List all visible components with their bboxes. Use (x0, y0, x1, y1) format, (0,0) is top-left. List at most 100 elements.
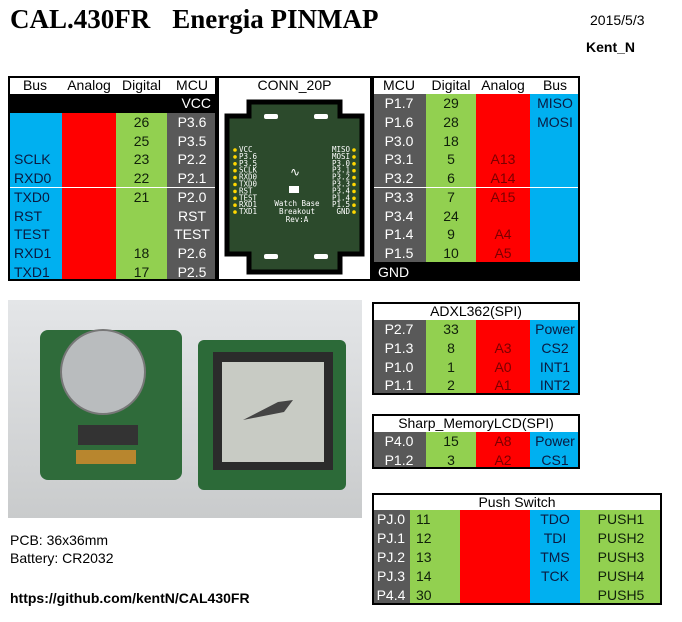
table-cell: 29 (426, 94, 476, 113)
pin-pad (233, 182, 237, 187)
table-cell: 7 (426, 187, 476, 207)
table-cell: INT1 (530, 357, 580, 377)
table-cell (62, 224, 116, 244)
pin-pad (233, 175, 237, 180)
table-cell: RXD0 (8, 168, 62, 188)
table-title: ADXL362(SPI) (372, 302, 580, 320)
table-cell (62, 243, 116, 263)
table-cell: P1.4 (372, 224, 426, 244)
pin-label: MOSI (332, 152, 350, 161)
table-cell: CS2 (530, 338, 580, 358)
table-cell (62, 206, 116, 225)
table-cell (530, 206, 580, 225)
table-cell: MOSI (530, 112, 580, 132)
table-cell: PUSH3 (580, 547, 662, 567)
table-cell (460, 510, 530, 529)
table-cell (476, 206, 530, 225)
table-cell: TMS (530, 547, 580, 567)
pin-label: P3.5 (239, 159, 257, 168)
table-cell: 9 (426, 224, 476, 244)
table-cell (460, 566, 530, 586)
pin-pad (352, 155, 356, 159)
pin-label: P3.2 (332, 173, 350, 182)
table-cell: P4.4 (372, 585, 410, 605)
table-cell: P3.3 (372, 187, 426, 207)
table-cell: 6 (426, 168, 476, 188)
table-cell: 14 (410, 566, 460, 586)
table-cell (460, 528, 530, 548)
table-cell: 28 (426, 112, 476, 132)
table-cell (530, 187, 580, 207)
pin-label: VCC (239, 145, 253, 154)
table-cell: PUSH1 (580, 510, 662, 529)
table-cell: A13 (476, 150, 530, 169)
table-cell: P2.7 (372, 320, 426, 339)
table-cell: 11 (410, 510, 460, 529)
table-border (372, 76, 580, 281)
connector-title: CONN_20P (217, 76, 372, 94)
pin-pad (233, 162, 237, 166)
table-cell (530, 131, 580, 151)
table-cell (116, 206, 167, 225)
table-cell: 17 (116, 262, 167, 281)
board-text: Watch Base (274, 199, 320, 208)
table-cell: PJ.2 (372, 547, 410, 567)
pin-pad (233, 155, 237, 159)
pin-label: MISO (332, 145, 351, 154)
table-cell: A2 (476, 450, 530, 470)
table-cell: PJ.1 (372, 528, 410, 548)
table-cell: PUSH5 (580, 585, 662, 605)
title: CAL.430FR Energia PINMAP (10, 4, 378, 35)
table-cell: A8 (476, 432, 530, 451)
table-cell: 12 (410, 528, 460, 548)
table-cell (8, 131, 62, 151)
column-header: Digital (116, 76, 167, 94)
table-cell: P1.5 (372, 243, 426, 263)
pin-pad (352, 210, 356, 214)
column-header: Bus (8, 76, 62, 94)
table-cell: 18 (116, 243, 167, 263)
table-cell: 15 (426, 432, 476, 451)
table-cell: 3 (426, 450, 476, 470)
power-row: VCC (8, 94, 217, 113)
table-cell (476, 131, 530, 151)
table-border (217, 76, 372, 281)
column-header: Analog (62, 76, 116, 94)
pin-label: P3.1 (332, 166, 350, 175)
table-cell (530, 224, 580, 244)
table-cell (8, 112, 62, 132)
table-cell (530, 243, 580, 263)
date: 2015/5/3 (590, 12, 645, 28)
table-cell: PJ.3 (372, 566, 410, 586)
table-cell: P2.1 (167, 168, 217, 188)
table-cell: P2.0 (167, 187, 217, 207)
table-cell: RXD1 (8, 243, 62, 263)
table-cell: 23 (116, 150, 167, 169)
pin-pad (352, 182, 356, 187)
board-chip (289, 186, 299, 193)
pin-pad (233, 189, 237, 194)
table-cell (530, 585, 580, 605)
table-border (372, 493, 662, 605)
pin-label: P3.4 (332, 186, 351, 195)
table-cell: P4.0 (372, 432, 426, 451)
pin-label: P1.5 (332, 200, 350, 209)
table-cell: P3.1 (372, 150, 426, 169)
table-cell: 13 (410, 547, 460, 567)
table-cell (530, 168, 580, 188)
table-cell: 18 (426, 131, 476, 151)
table-cell: P3.4 (372, 206, 426, 225)
table-cell: A3 (476, 338, 530, 358)
pin-label: RST (239, 186, 253, 195)
table-cell: RST (8, 206, 62, 225)
table-cell: A4 (476, 224, 530, 244)
url: https://github.com/kentN/CAL430FR (10, 590, 250, 606)
pin-pad (233, 168, 237, 173)
table-cell (116, 224, 167, 244)
table-cell (62, 262, 116, 281)
table-cell: TEST (8, 224, 62, 244)
table-border (8, 76, 217, 281)
table-cell (62, 168, 116, 188)
table-title: Push Switch (372, 493, 662, 510)
